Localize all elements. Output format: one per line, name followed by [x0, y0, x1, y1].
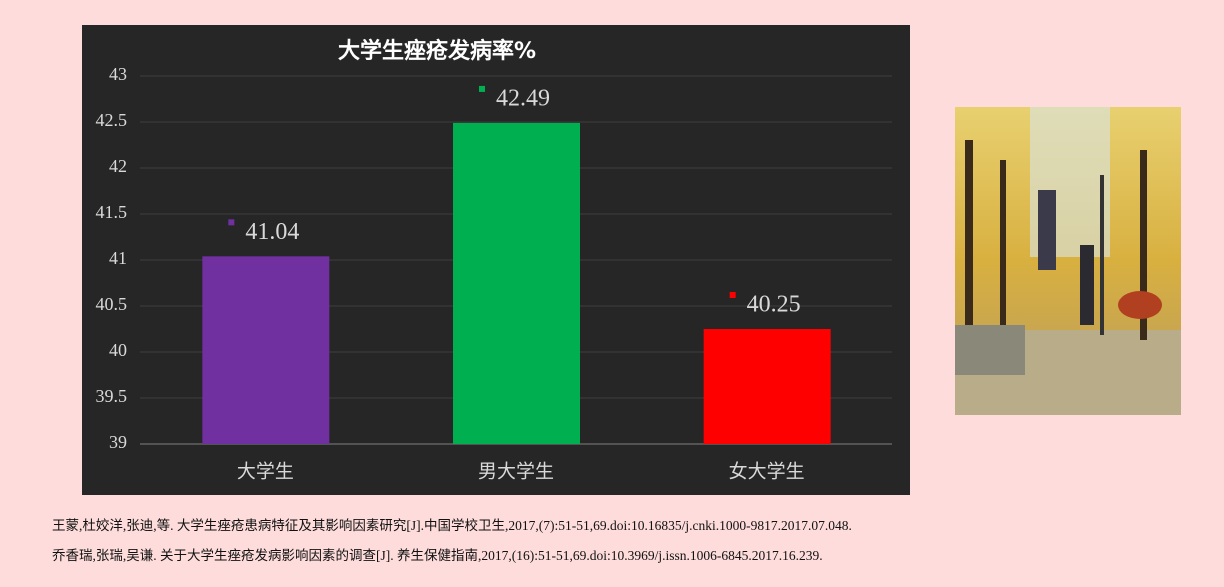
x-tick-label: 大学生 — [237, 461, 294, 483]
y-tick-label: 42 — [109, 156, 127, 176]
y-tick-label: 40.5 — [96, 294, 128, 314]
y-tick-label: 42.5 — [96, 110, 128, 130]
chart: 大学生痤疮发病率% 39 39.5 40 40.5 41 41.5 42 42.5 43 大学生 4… — [82, 25, 1181, 495]
label-key — [228, 219, 235, 226]
chart-title: 大学生痤疮发病率% — [338, 38, 536, 64]
data-label: 40.25 — [747, 292, 801, 318]
bar — [202, 256, 330, 444]
reference: 王蒙,杜姣洋,张迪,等. 大学生痤疮患病特征及其影响因素研究[J].中国学校卫生… — [52, 518, 852, 533]
reference: 乔香瑞,张瑞,吴谦. 关于大学生痤疮发病影响因素的调查[J]. 养生保健指南,2… — [52, 548, 823, 563]
bar — [703, 329, 831, 444]
y-tick-label: 39.5 — [96, 386, 128, 406]
y-tick-label: 39 — [109, 432, 127, 452]
illustration — [955, 107, 1181, 415]
data-label: 41.04 — [245, 219, 299, 245]
y-tick-label: 40 — [109, 340, 127, 360]
data-label: 42.49 — [496, 85, 550, 111]
bar — [453, 122, 580, 445]
y-tick-label: 43 — [109, 64, 127, 84]
label-key — [729, 292, 736, 298]
x-tick-label: 男大学生 — [478, 461, 554, 483]
label-key — [479, 85, 485, 92]
x-tick-label: 女大学生 — [729, 461, 805, 483]
y-tick-label: 41.5 — [96, 202, 128, 222]
y-tick-label: 41 — [109, 248, 127, 268]
